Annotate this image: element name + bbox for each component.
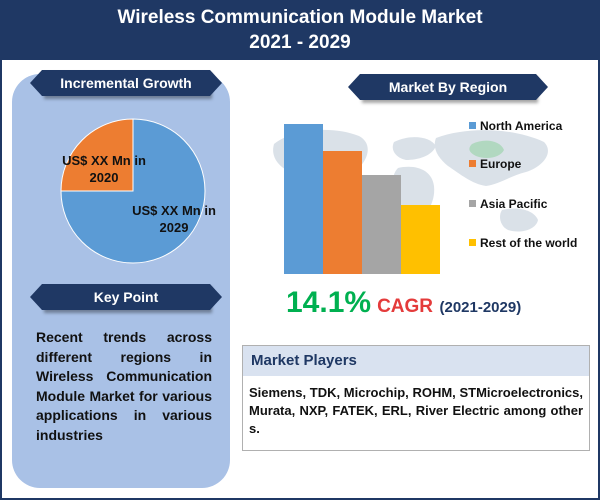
map-europe-shape <box>392 137 436 160</box>
bar-europe <box>323 151 362 274</box>
cagr-callout: 14.1% CAGR (2021-2029) <box>286 286 521 320</box>
bar-rest-of-world <box>401 205 440 274</box>
legend-item-asia-pacific: Asia Pacific <box>469 197 547 211</box>
legend-swatch-asia-pacific <box>469 200 476 207</box>
market-players-list: Siemens, TDK, Microchip, ROHM, STMicroel… <box>249 385 583 436</box>
key-point-text: Recent trends across different regions i… <box>36 329 212 443</box>
incremental-growth-heading: Incremental Growth <box>30 70 222 96</box>
market-players-heading: Market Players <box>243 346 589 376</box>
legend-label-asia-pacific: Asia Pacific <box>480 197 548 211</box>
legend-label-north-america: North America <box>480 119 563 133</box>
legend-label-rest-of-world: Rest of the world <box>480 236 578 250</box>
market-players-box: Market Players Siemens, TDK, Microchip, … <box>242 345 590 451</box>
legend-item-rest-of-world: Rest of the world <box>469 236 577 250</box>
incremental-growth-pie-chart <box>60 118 206 264</box>
pie-label-2020: US$ XX Mn in 2020 <box>62 153 146 185</box>
map-highlight-shape <box>469 140 504 158</box>
map-australia-shape <box>500 208 538 232</box>
cagr-value: 14.1% <box>286 286 372 319</box>
market-by-region-heading: Market By Region <box>348 74 548 100</box>
legend-swatch-north-america <box>469 122 476 129</box>
legend-item-north-america: North America <box>469 119 562 133</box>
pie-label-2029: US$ XX Mn in 2029 <box>132 203 216 235</box>
market-by-region-bar-chart <box>284 124 440 274</box>
bar-asia-pacific <box>362 175 401 274</box>
bar-north-america <box>284 124 323 274</box>
pie-slice-2029 <box>60 118 206 264</box>
legend-swatch-rest-of-world <box>469 239 476 246</box>
page-subtitle-years: 2021 - 2029 <box>249 32 351 53</box>
legend-swatch-europe <box>469 160 476 167</box>
legend-label-europe: Europe <box>480 157 522 171</box>
legend-item-europe: Europe <box>469 157 521 171</box>
pie-slice-2020 <box>60 118 134 192</box>
map-asia-shape <box>434 130 548 186</box>
key-point-heading: Key Point <box>30 284 222 310</box>
title-banner: Wireless Communication Module Market 202… <box>2 2 598 60</box>
cagr-period: (2021-2029) <box>439 299 522 316</box>
page-title: Wireless Communication Module Market <box>117 7 483 28</box>
cagr-label: CAGR <box>377 296 434 317</box>
